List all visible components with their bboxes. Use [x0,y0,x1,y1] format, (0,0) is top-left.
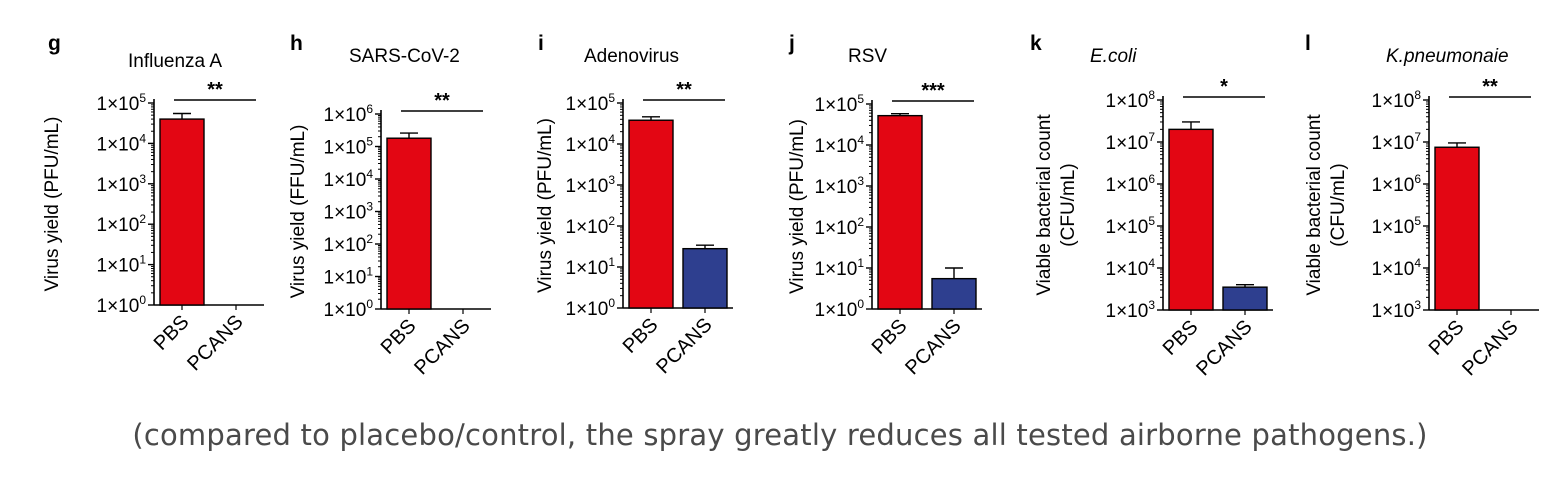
y-axis-label: (CFU/mL) [1058,163,1079,246]
y-tick-label: 1×102 [97,212,147,236]
panel-letter: j [788,32,795,55]
y-tick-label: 1×107 [1106,130,1156,154]
x-tick-label: PCANS [652,314,716,378]
y-tick-label: 1×105 [566,91,616,115]
y-tick-label: 1×102 [815,215,865,239]
y-axis-label: (CFU/mL) [1328,163,1349,246]
y-tick-label: 1×102 [566,214,616,238]
chart-panel-l: l K.pneumonaie Viable bacterial count (CFU/… [1304,32,1539,380]
bar-pbs [386,137,432,310]
y-tick-label: 1×104 [97,131,147,155]
panel-letter: i [538,32,544,55]
y-axis-label: Virus yield (FFU/mL) [288,125,309,299]
significance-stars: ** [207,79,223,101]
chart-title: K.pneumonaie [1386,46,1509,67]
bar-pbs [628,119,674,309]
chart-title: SARS-CoV-2 [349,46,460,67]
bar-pcans [1222,286,1268,311]
y-axis-label: Virus yield (PFU/mL) [787,119,808,294]
y-tick-label: 1×104 [815,133,865,157]
panel-letter: g [48,32,61,55]
y-tick-label: 1×103 [1372,298,1422,322]
chart-panel-g: g Influenza A Virus yield (PFU/mL) 1×100 1×1… [42,32,264,375]
y-tick-label: 1×105 [1106,214,1156,238]
y-axis-label: Virus yield (PFU/mL) [42,117,63,292]
x-tick-label: PBS [1425,316,1469,360]
x-tick-label: PCANS [1458,316,1522,380]
y-tick-label: 1×102 [324,232,374,256]
x-tick-label: PCANS [410,315,474,379]
x-tick-label: PBS [377,315,421,359]
chart-title: Influenza A [128,51,222,72]
y-tick-label: 1×103 [1106,298,1156,322]
y-tick-label: 1×106 [324,102,374,126]
x-tick-label: PBS [150,311,194,355]
y-tick-label: 1×106 [1372,172,1422,196]
y-tick-label: 1×103 [97,172,147,196]
y-tick-label: 1×105 [324,135,374,159]
chart-panel-k: k E.coli Viable bacterial count (CFU/mL) 1×1… [1030,32,1273,380]
x-tick-label: PBS [1159,316,1203,360]
x-tick-label: PCANS [183,311,247,375]
y-tick-label: 1×103 [815,174,865,198]
y-tick-label: 1×105 [815,92,865,116]
y-tick-label: 1×108 [1106,88,1156,112]
y-tick-label: 1×100 [566,296,616,320]
bar-pcans [682,247,728,309]
y-tick-label: 1×105 [1372,214,1422,238]
y-tick-label: 1×105 [97,91,147,115]
chart-title: E.coli [1090,46,1137,67]
chart-title: Adenovirus [584,46,679,67]
y-tick-label: 1×101 [566,255,616,279]
bar-pbs [1434,146,1480,311]
significance-stars: ** [434,90,450,112]
y-tick-label: 1×104 [566,132,616,156]
chart-panel-j: j RSV Virus yield (PFU/mL) 1×100 1×101 1×102 1… [787,32,982,379]
y-axis-label: Viable bacterial count [1304,114,1325,296]
figure-caption: (compared to placebo/control, the spray … [132,418,1428,452]
significance-stars: ** [676,79,692,101]
x-tick-label: PCANS [901,315,965,379]
y-tick-label: 1×100 [324,297,374,321]
panel-letter: l [1305,32,1311,55]
panel-letter: h [290,32,303,55]
y-tick-label: 1×107 [1372,130,1422,154]
y-tick-label: 1×100 [97,293,147,317]
panel-letter: k [1030,32,1042,55]
chart-panel-i: i Adenovirus Virus yield (PFU/mL) 1×100 1×10… [535,32,733,378]
y-tick-label: 1×101 [324,265,374,289]
y-tick-label: 1×101 [97,253,147,277]
y-tick-label: 1×100 [815,297,865,321]
significance-stars: * [1220,76,1228,98]
chart-figure: g Influenza A Virus yield (PFU/mL) 1×100 1×1… [42,32,1539,380]
bar-pbs [1168,128,1214,311]
y-tick-label: 1×104 [1106,256,1156,280]
bar-pbs [877,114,923,310]
y-axis-label: Virus yield (PFU/mL) [535,118,556,293]
bar-pcans [931,277,977,310]
x-tick-label: PCANS [1192,316,1256,380]
chart-title: RSV [848,46,887,67]
significance-stars: *** [921,80,945,102]
y-tick-label: 1×106 [1106,172,1156,196]
y-tick-label: 1×103 [566,173,616,197]
y-tick-label: 1×103 [324,200,374,224]
bar-pbs [159,118,205,306]
y-tick-label: 1×101 [815,256,865,280]
x-tick-label: PBS [868,315,912,359]
y-axis-label: Viable bacterial count [1034,114,1055,296]
significance-stars: ** [1482,76,1498,98]
y-tick-label: 1×108 [1372,88,1422,112]
chart-panel-h: h SARS-CoV-2 Virus yield (FFU/mL) 1×100 1×10… [288,32,491,379]
x-tick-label: PBS [619,314,663,358]
y-tick-label: 1×104 [324,167,374,191]
y-tick-label: 1×104 [1372,256,1422,280]
